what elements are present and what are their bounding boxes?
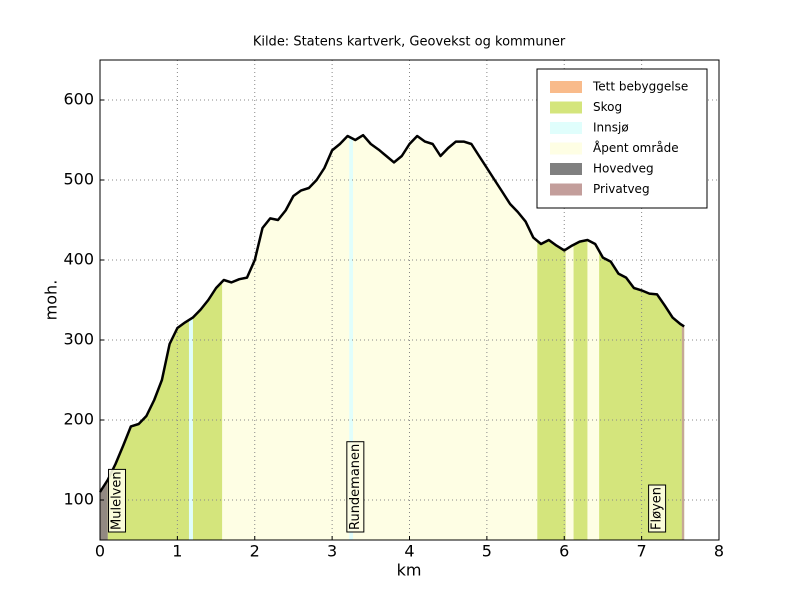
y-tick-label: 600 xyxy=(63,90,94,109)
annotation-label: Rundemanen xyxy=(348,444,363,530)
chart-title: Kilde: Statens kartverk, Geovekst og kom… xyxy=(253,35,566,50)
cover-area xyxy=(100,480,108,540)
legend-swatch xyxy=(550,183,582,196)
cover-area xyxy=(565,244,574,541)
cover-area xyxy=(107,320,189,540)
x-tick-label: 5 xyxy=(482,542,492,561)
elevation-line xyxy=(98,133,685,493)
x-tick-label: 1 xyxy=(172,542,182,561)
annotation-label: Mulelven xyxy=(110,471,125,530)
cover-area xyxy=(353,135,538,540)
cover-area xyxy=(349,136,354,541)
x-tick-label: 7 xyxy=(637,542,647,561)
cover-area xyxy=(537,240,566,540)
annotation-box xyxy=(648,484,667,533)
legend-label: Skog xyxy=(593,100,622,114)
annotation: Fløyen xyxy=(648,484,667,533)
legend-swatch xyxy=(550,101,582,114)
x-tick-label: 6 xyxy=(559,542,569,561)
legend-swatch xyxy=(550,163,582,175)
annotation-label: Fløyen xyxy=(650,487,665,530)
cover-area xyxy=(192,281,223,540)
y-tick-label: 500 xyxy=(63,170,94,189)
annotation-box xyxy=(108,468,127,533)
x-tick-label: 0 xyxy=(95,542,105,561)
legend-swatch xyxy=(550,81,582,93)
annotation-box xyxy=(346,441,365,533)
annotation: Rundemanen xyxy=(346,441,365,533)
cover-area xyxy=(599,250,685,541)
y-tick-label: 100 xyxy=(63,490,94,509)
y-tick-label: 400 xyxy=(63,250,94,269)
cover-area xyxy=(222,136,350,540)
legend-swatch xyxy=(550,142,582,155)
legend-label: Hovedveg xyxy=(593,162,654,176)
y-axis-label: moh. xyxy=(42,280,61,321)
cover-area xyxy=(587,240,600,540)
legend-label: Åpent område xyxy=(593,140,679,155)
x-tick-label: 3 xyxy=(327,542,337,561)
y-tick-label: 200 xyxy=(63,410,94,429)
y-tick-label: 300 xyxy=(63,330,94,349)
legend-label: Privatveg xyxy=(593,182,650,196)
cover-area xyxy=(681,324,685,540)
x-axis-label: km xyxy=(397,561,422,580)
x-tick-label: 2 xyxy=(250,542,260,561)
x-tick-label: 8 xyxy=(714,542,724,561)
cover-area xyxy=(573,240,588,540)
legend-label: Tett bebyggelse xyxy=(592,80,688,94)
legend-swatch xyxy=(550,122,582,134)
annotation: Mulelven xyxy=(108,468,127,533)
legend-label: Innsjø xyxy=(593,121,629,135)
x-tick-label: 4 xyxy=(404,542,414,561)
cover-area xyxy=(188,317,193,540)
